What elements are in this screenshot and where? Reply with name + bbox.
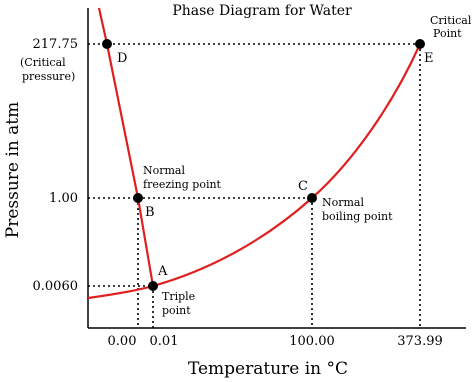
- point-label: A: [157, 264, 168, 279]
- fusion-curve: [97, 7, 155, 287]
- guides: [88, 43, 421, 328]
- point-note: boiling point: [322, 210, 393, 223]
- x-tick-label: 0.00: [108, 334, 137, 349]
- x-tick-label: 373.99: [397, 334, 443, 349]
- y-tick-label: 1.00: [49, 191, 78, 206]
- x-axis-title: Temperature in °C: [188, 359, 348, 379]
- y-tick-label: 0.0060: [33, 279, 79, 294]
- x-tick-label: 0.01: [150, 334, 179, 349]
- point-label: C: [298, 179, 308, 194]
- point-note: Normal: [322, 196, 364, 209]
- x-tick-label: 100.00: [289, 334, 335, 349]
- point-note: Normal: [143, 164, 185, 177]
- point-note: freezing point: [143, 178, 222, 191]
- vaporization-curve: [87, 43, 422, 300]
- point-label: E: [424, 51, 434, 66]
- y-tick-label: 217.75: [33, 37, 79, 52]
- point-label: B: [145, 205, 155, 220]
- y-note: pressure): [22, 70, 75, 83]
- point-note: point: [162, 304, 191, 317]
- point-note: Point: [433, 27, 462, 40]
- y-note: (Critical: [20, 56, 66, 69]
- y-axis-title: Pressure in atm: [3, 102, 23, 239]
- title: Phase Diagram for Water: [172, 3, 352, 19]
- point-label: D: [117, 51, 127, 66]
- points: [102, 39, 425, 291]
- point-note: Triple: [162, 290, 195, 303]
- point-note: Critical: [430, 14, 472, 27]
